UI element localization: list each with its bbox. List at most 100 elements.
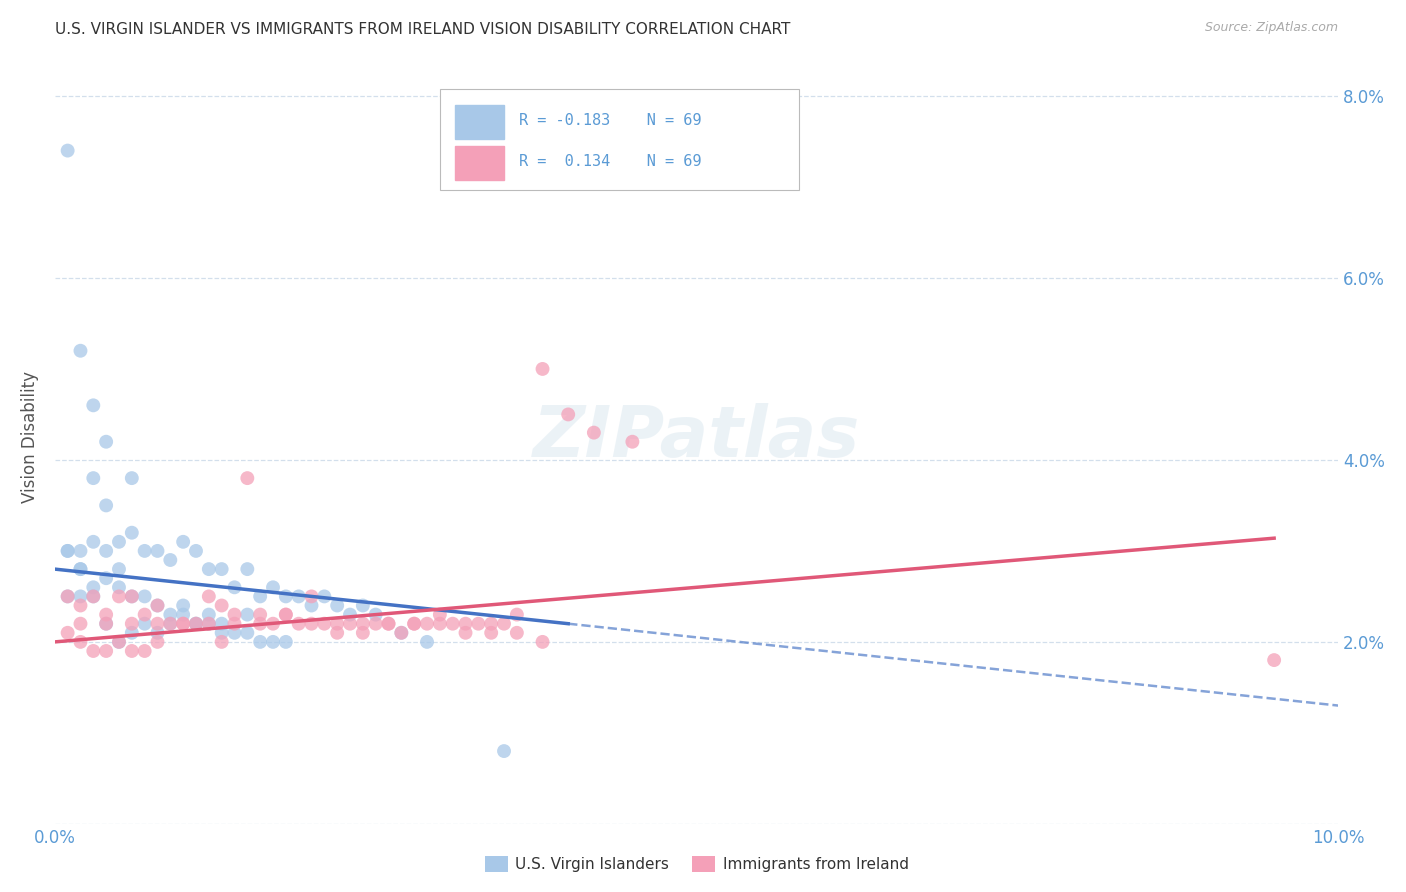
Text: R =  0.134    N = 69: R = 0.134 N = 69 [519, 153, 702, 169]
Point [108, 635, 131, 649]
Point [416, 616, 439, 631]
Y-axis label: Vision Disability: Vision Disability [21, 371, 39, 503]
Point [56, 590, 79, 604]
Point [146, 616, 169, 631]
Point [582, 425, 605, 440]
Point [121, 590, 143, 604]
Point [69, 343, 91, 358]
Point [159, 607, 181, 622]
Point [301, 590, 323, 604]
Point [389, 625, 412, 640]
Point [69, 544, 91, 558]
Point [82, 398, 104, 412]
Point [69, 562, 91, 576]
Point [429, 616, 451, 631]
Point [326, 625, 349, 640]
Point [454, 616, 477, 631]
FancyBboxPatch shape [456, 104, 503, 139]
Point [146, 635, 169, 649]
Point [211, 599, 233, 613]
Text: R = -0.183    N = 69: R = -0.183 N = 69 [519, 112, 702, 128]
Point [429, 607, 451, 622]
Point [184, 616, 207, 631]
Point [326, 616, 349, 631]
Point [82, 590, 104, 604]
Point [621, 434, 644, 449]
Point [416, 635, 439, 649]
Point [262, 580, 284, 594]
Point [479, 625, 502, 640]
Legend: U.S. Virgin Islanders, Immigrants from Ireland: U.S. Virgin Islanders, Immigrants from I… [478, 850, 915, 878]
FancyBboxPatch shape [456, 145, 503, 180]
Point [121, 525, 143, 540]
Point [236, 607, 259, 622]
Point [364, 616, 387, 631]
Point [82, 471, 104, 485]
Point [56, 544, 79, 558]
Text: ZIPatlas: ZIPatlas [533, 402, 860, 472]
Point [249, 607, 271, 622]
Point [108, 590, 131, 604]
Point [249, 590, 271, 604]
Point [172, 534, 194, 549]
Point [531, 362, 554, 376]
Point [94, 544, 117, 558]
Point [224, 616, 246, 631]
Point [56, 144, 79, 158]
Point [108, 562, 131, 576]
Point [364, 607, 387, 622]
Point [492, 616, 515, 631]
Point [121, 644, 143, 658]
Point [198, 616, 221, 631]
Point [172, 616, 194, 631]
Point [121, 590, 143, 604]
Point [121, 471, 143, 485]
Point [82, 590, 104, 604]
Point [352, 599, 374, 613]
FancyBboxPatch shape [440, 89, 799, 190]
Point [249, 616, 271, 631]
Point [172, 616, 194, 631]
Point [146, 599, 169, 613]
Point [211, 635, 233, 649]
Point [94, 434, 117, 449]
Point [94, 499, 117, 513]
Point [172, 599, 194, 613]
Point [377, 616, 399, 631]
Point [159, 616, 181, 631]
Point [94, 644, 117, 658]
Point [506, 607, 529, 622]
Point [172, 607, 194, 622]
Point [492, 744, 515, 758]
Point [531, 635, 554, 649]
Point [134, 616, 156, 631]
Point [301, 616, 323, 631]
Point [82, 644, 104, 658]
Point [352, 625, 374, 640]
Point [159, 553, 181, 567]
Point [82, 580, 104, 594]
Point [236, 562, 259, 576]
Point [184, 544, 207, 558]
Point [274, 590, 297, 604]
Point [184, 616, 207, 631]
Point [454, 625, 477, 640]
Point [134, 644, 156, 658]
Point [94, 616, 117, 631]
Point [506, 625, 529, 640]
Point [94, 616, 117, 631]
Text: U.S. VIRGIN ISLANDER VS IMMIGRANTS FROM IRELAND VISION DISABILITY CORRELATION CH: U.S. VIRGIN ISLANDER VS IMMIGRANTS FROM … [55, 21, 790, 37]
Point [56, 544, 79, 558]
Point [94, 607, 117, 622]
Point [249, 635, 271, 649]
Point [262, 616, 284, 631]
Point [287, 616, 309, 631]
Point [1263, 653, 1285, 667]
Point [389, 625, 412, 640]
Point [404, 616, 426, 631]
Point [69, 599, 91, 613]
Point [121, 625, 143, 640]
Point [134, 544, 156, 558]
Point [198, 590, 221, 604]
Point [56, 590, 79, 604]
